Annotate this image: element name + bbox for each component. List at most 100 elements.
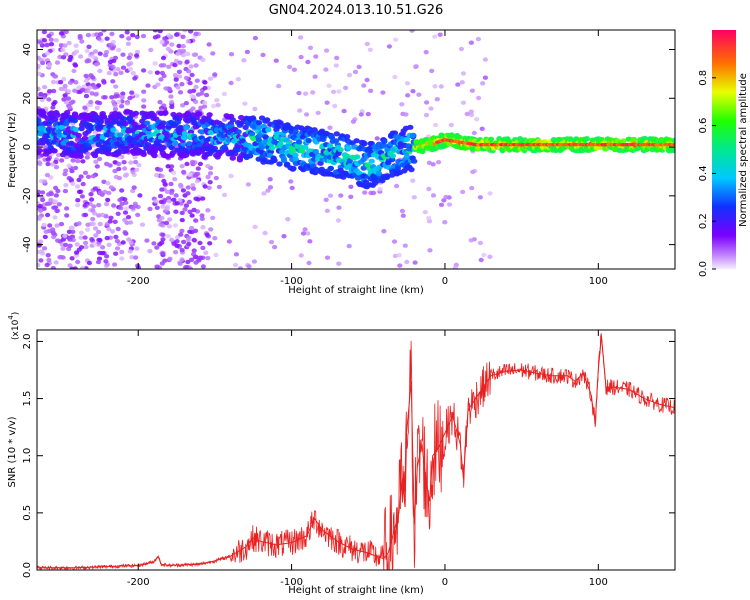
spectrogram-cell	[134, 34, 140, 40]
spectrogram-cell	[83, 240, 89, 246]
spectrogram-cell	[75, 203, 81, 208]
spectrogram-cell	[235, 129, 242, 135]
spectrogram-cell	[78, 245, 85, 250]
spectrogram-cell	[295, 139, 303, 145]
spectrogram-cell	[103, 53, 109, 58]
spectrogram-cell	[221, 144, 228, 150]
spectrogram-cell	[471, 130, 477, 136]
spectrogram-cell	[152, 30, 158, 33]
colorbar-tick-label: 0.4	[698, 165, 709, 181]
spectrogram-cell	[476, 95, 482, 101]
spectrogram-cell	[210, 51, 216, 56]
spectrogram-cell	[54, 208, 60, 214]
spectrogram-cell	[336, 89, 342, 94]
spectrogram-cell	[168, 145, 175, 151]
spectrogram-cell	[110, 46, 116, 51]
spectrogram-cell	[202, 104, 208, 109]
spectrogram-cell	[141, 98, 147, 103]
spectrogram-cell	[92, 241, 98, 246]
spectrogram-cell	[94, 164, 100, 169]
spectrogram-cell	[481, 252, 487, 258]
spectrogram-cell	[96, 256, 103, 261]
spectrogram-cell	[161, 63, 167, 68]
snr-multiplier-exp: 4	[7, 315, 15, 320]
y-tick-label: 0.0	[22, 562, 33, 578]
spectrogram-cell	[152, 61, 158, 66]
spectrogram-cell	[403, 136, 411, 142]
spectrogram-cell	[422, 210, 428, 215]
spectrogram-cell	[85, 222, 91, 227]
spectrogram-cell	[70, 158, 76, 163]
spectrogram-cell	[48, 197, 54, 203]
spectrogram-cell	[108, 215, 114, 220]
spectrogram-cell	[268, 145, 276, 151]
spectrogram-cell	[188, 30, 194, 34]
spectrogram-cell	[411, 195, 417, 200]
spectrogram-cell	[58, 254, 64, 260]
spectrogram-cell	[66, 40, 72, 46]
spectrogram-cell	[115, 246, 121, 251]
spectrogram-cell	[54, 223, 60, 228]
spectrogram-cell	[90, 216, 96, 222]
spectrogram-cell	[61, 77, 67, 82]
spectrogram-cell	[459, 80, 465, 85]
spectrogram-cell	[46, 257, 52, 263]
spectrogram-cell	[58, 31, 64, 36]
snr-x-label: Height of straight line (km)	[288, 585, 424, 596]
spectrogram-cell	[75, 132, 82, 138]
spectrogram-cell	[132, 76, 138, 81]
spectrogram-cell	[120, 65, 127, 70]
spectrogram-cell	[52, 215, 58, 220]
spectrogram-cell	[182, 207, 188, 212]
spectrogram-cell	[154, 205, 160, 210]
spectrogram-cell	[50, 265, 56, 269]
spectrogram-cell	[344, 153, 351, 159]
spectrogram-cell	[41, 30, 47, 35]
spectrogram-cell	[216, 184, 222, 190]
spectrogram-cell	[176, 43, 182, 49]
colorbar-tick-label: 0.2	[698, 213, 709, 229]
spectrogram-cell	[426, 186, 432, 192]
spectrogram-cell	[399, 208, 405, 214]
spectrogram-cell	[79, 194, 85, 199]
spectrogram-cell	[332, 138, 340, 144]
spectrogram-cell	[127, 95, 133, 101]
spectrogram-cell	[318, 166, 325, 172]
spectrogram-cell	[53, 74, 59, 79]
spectrogram-cell	[141, 89, 147, 94]
spectrogram-cell	[128, 220, 134, 225]
spectrogram-cell	[206, 42, 212, 47]
spectrogram-cell	[183, 203, 189, 208]
spectrogram-cell	[179, 210, 185, 216]
spectrogram-cell	[113, 234, 119, 240]
spectrogram-cell	[40, 190, 46, 195]
spectrogram-cell	[185, 237, 191, 243]
spectrogram-cell	[92, 226, 99, 231]
spectrogram-cell	[154, 264, 160, 269]
spectrogram-cell	[204, 92, 210, 98]
spectrogram-cell	[97, 100, 103, 106]
spectrogram-cell	[132, 201, 138, 206]
spectrogram-cell	[68, 140, 75, 146]
spectrogram-cell	[409, 132, 416, 139]
figure-title: GN04.2024.013.10.51.G26	[269, 3, 444, 18]
spectrogram-cell	[182, 30, 188, 33]
colorbar-label: Normalized spectral amplitude	[738, 73, 749, 227]
spectrogram-cell	[488, 136, 495, 142]
spectrogram-cell	[38, 91, 44, 97]
spectrogram-cell	[134, 53, 140, 58]
spectrogram-cell	[361, 83, 367, 88]
spectrogram-cell	[128, 61, 134, 66]
spectrogram-cell	[176, 130, 183, 136]
spectrogram-cell	[482, 57, 488, 62]
spectrogram-cell	[191, 94, 197, 100]
spectrogram-cell	[160, 237, 166, 242]
spectrogram-cell	[37, 148, 43, 154]
spectrogram-cell	[296, 90, 302, 96]
spectrogram-cell	[38, 239, 44, 244]
spectrogram-cell	[187, 172, 193, 177]
spectrogram-cell	[364, 162, 372, 168]
spectrogram-cell	[179, 82, 185, 87]
spectrogram-cell	[74, 184, 81, 189]
y-tick-label: 1.0	[22, 448, 33, 464]
